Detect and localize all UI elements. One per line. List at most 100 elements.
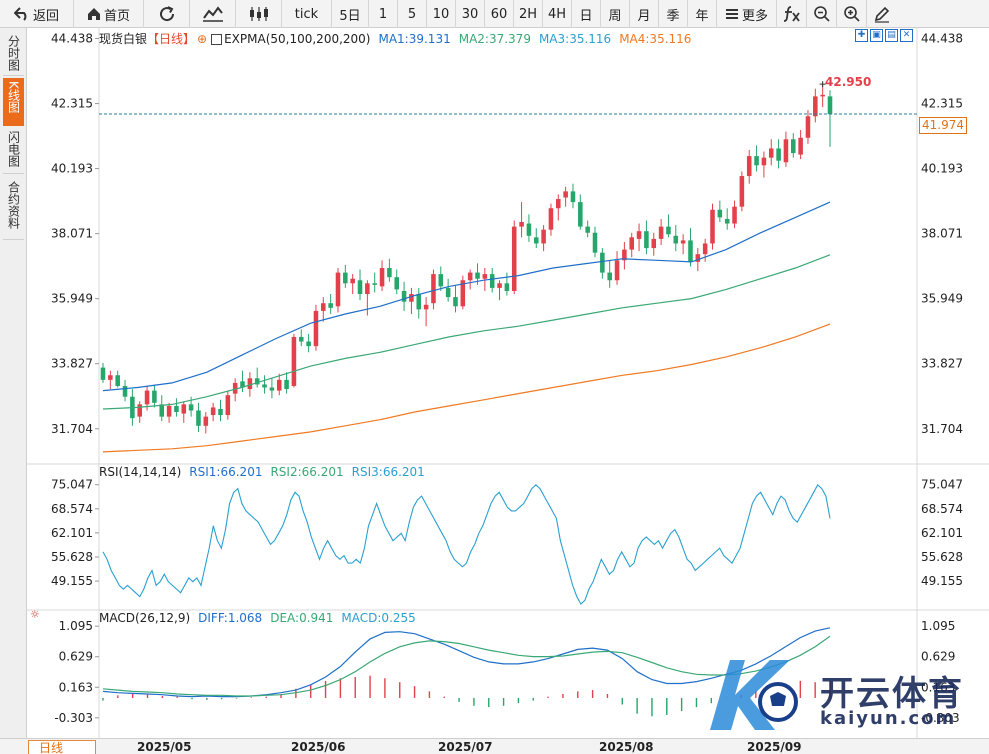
period-tab[interactable]: 日线 [28,740,96,754]
candle-up [423,304,429,310]
period-label: 10 [432,6,450,22]
period-button-30m[interactable]: 30 [456,0,485,28]
macd-tick-label-left: 0.163 [59,680,93,694]
period-button-month[interactable]: 月 [630,0,659,28]
price-tick-label-right: 31.704 [921,422,963,436]
candle-down [174,405,179,413]
tab-label: 合约资料 [6,181,21,229]
chart-area[interactable]: 44.438 44.438 42.315 42.315 40.193 40.193 38.0… [27,28,989,738]
zoom-out-icon [813,6,830,22]
period-label: 月 [637,8,651,24]
candle-up [276,379,282,391]
more-button[interactable]: 更多 [717,0,777,28]
tick-button[interactable]: tick [282,0,332,28]
tab-fenshi[interactable]: 分时图 [3,32,24,76]
chart-canvas[interactable]: 44.438 44.438 42.315 42.315 40.193 40.193 38.0… [27,28,989,738]
period-button-5d[interactable]: 5日 [332,0,369,28]
tab-label: 分时图 [6,35,21,71]
zoom-in-button[interactable] [837,0,867,28]
formula-button[interactable] [777,0,807,28]
candle-down [416,294,422,310]
rsi-tick-label-right: 62.101 [921,526,963,540]
period-button-week[interactable]: 周 [601,0,630,28]
line-chart-icon [202,6,223,22]
zoom-in-icon [843,6,860,22]
candle-up [497,283,502,288]
ma2-line [102,254,831,410]
more-label: 更多 [741,8,768,24]
candle-up [108,375,113,380]
dea-line [102,635,831,697]
back-button[interactable]: 返回 [0,0,74,28]
macd-tick-label-right: 1.095 [921,619,955,633]
refresh-button[interactable] [144,0,190,28]
candle-down [445,287,451,298]
price-tick-label-left: 40.193 [51,162,93,176]
switch-icon[interactable]: ⊕ [197,31,208,46]
candle-down [504,283,510,291]
candle-up [365,283,370,295]
candle-down [489,274,495,288]
period-label: 季 [666,8,680,24]
period-button-2h[interactable]: 2H [514,0,543,28]
candle-down [585,226,590,233]
settings-sun-icon[interactable]: ☼ [30,608,40,621]
macd-tick-label-left: -0.303 [54,711,93,725]
candle-up [519,222,524,227]
zoom-out-button[interactable] [807,0,837,28]
period-button-5m[interactable]: 5 [398,0,427,28]
candle-up [409,294,414,302]
candle-up [313,310,319,347]
time-axis-bar: 日线 2025/05 2025/06 2025/07 2025/08 2025/… [0,738,989,754]
candle-chart-button[interactable] [236,0,282,28]
candle-down [600,252,605,273]
close-icon[interactable]: ✕ [900,29,913,42]
candle-down [394,277,400,290]
candle-down [592,232,598,253]
macd-tick-label-left: 0.629 [59,650,93,664]
candle-up [225,395,231,416]
ma3-line [102,323,831,453]
rsi-tick-label-right: 49.155 [921,574,963,588]
layout-icon[interactable]: ▣ [870,29,883,42]
tab-heyue[interactable]: 合约资料 [3,178,24,240]
period-label: 周 [608,8,622,24]
macd-tick-label-right: 0.629 [921,650,955,664]
date-label: 2025/09 [747,740,802,754]
period-label: 日 [579,8,593,24]
line-chart-button[interactable] [190,0,236,28]
period-button-4h[interactable]: 4H [543,0,572,28]
candle-up [247,378,253,390]
candle-down [401,290,407,302]
rsi-tick-label-right: 55.628 [921,550,963,564]
candle-up [651,238,657,249]
restore-icon[interactable]: ▤ [885,29,898,42]
period-label: 2H [518,6,538,22]
indicator-settings-icon[interactable] [211,34,223,45]
candle-up [695,254,701,262]
date-label: 2025/07 [438,740,493,754]
tab-kline[interactable]: K线图 [3,78,24,126]
draw-button[interactable] [867,0,897,28]
period-button-year[interactable]: 年 [688,0,717,28]
macd-value: MACD:0.255 [341,611,416,625]
period-button-10m[interactable]: 10 [427,0,456,28]
candle-down [724,218,730,224]
candle-up [732,206,737,224]
candle-down [570,191,576,203]
candle-up [629,237,635,250]
rsi2-value: RSI2:66.201 [270,465,344,479]
candle-down [754,156,759,166]
tab-shandian[interactable]: 闪电图 [3,128,24,174]
expand-icon[interactable]: ✚ [855,29,868,42]
period-button-quarter[interactable]: 季 [659,0,688,28]
home-button[interactable]: 首页 [74,0,144,28]
candle-up [203,416,209,426]
ma1-line [102,201,831,392]
price-tick-label-right: 35.949 [921,292,963,306]
candle-up [820,94,825,97]
period-button-1m[interactable]: 1 [369,0,398,28]
candle-down [717,209,723,218]
period-button-day[interactable]: 日 [572,0,601,28]
period-button-60m[interactable]: 60 [485,0,514,28]
